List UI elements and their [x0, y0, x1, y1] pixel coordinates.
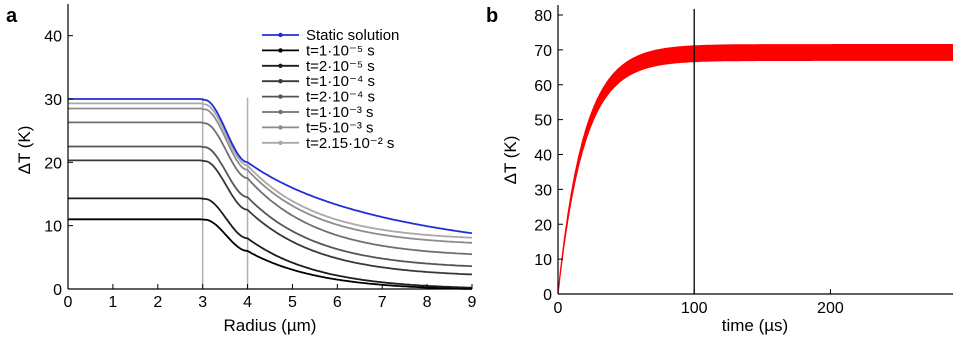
legend-label: t=2·10⁻⁴ s	[306, 89, 375, 106]
y-tick-label: 20	[534, 217, 552, 234]
x-tick-label: 200	[817, 300, 844, 317]
legend-label: t=1·10⁻⁴ s	[306, 73, 375, 90]
x-tick-label: 1	[108, 294, 117, 311]
legend-label: t=2.15·10⁻² s	[306, 135, 394, 152]
x-tick-label: 6	[333, 294, 342, 311]
y-tick-label: 40	[44, 29, 62, 46]
series-line	[68, 98, 473, 235]
series-line	[68, 145, 473, 268]
y-tick-label: 30	[44, 92, 62, 109]
x-tick-label: 7	[378, 294, 387, 311]
panel-b: b 0 100 200 0 10 20 30 40 50 60 70 80 time (µs) ΔT…	[486, 5, 953, 335]
panel-a-markers	[201, 97, 249, 289]
y-tick-label: 60	[534, 78, 552, 95]
x-tick-label: 8	[423, 294, 432, 311]
legend-marker	[278, 109, 283, 115]
x-tick-label: 4	[243, 294, 252, 311]
panel-b-series	[557, 43, 953, 295]
y-tick-label: 0	[53, 282, 62, 299]
series-line	[68, 218, 473, 290]
panel-b-x-ticks: 0 100 200	[554, 289, 844, 317]
series-line	[68, 121, 473, 256]
y-tick-label: 10	[44, 219, 62, 236]
x-tick-label: 5	[288, 294, 297, 311]
y-tick-label: 30	[534, 182, 552, 199]
legend-marker	[278, 125, 283, 130]
temperature-band	[557, 43, 953, 295]
y-tick-label: 70	[534, 43, 552, 60]
legend-marker	[278, 79, 283, 84]
series-line	[68, 107, 473, 244]
y-tick-label: 10	[534, 252, 552, 269]
panel-a-x-ticks: 0 1 2 3 4 5 6 7 8 9	[64, 284, 477, 311]
legend-marker	[278, 32, 283, 38]
x-tick-label: 0	[554, 300, 563, 317]
panel-b-y-label: ΔT (K)	[501, 136, 520, 185]
panel-b-y-ticks: 0 10 20 30 40 50 60 70 80	[534, 8, 563, 304]
legend-label: t=1·10⁻⁵ s	[306, 42, 375, 59]
x-tick-label: 2	[153, 294, 162, 311]
x-tick-label: 0	[64, 294, 73, 311]
y-tick-label: 40	[534, 148, 552, 165]
x-tick-label: 3	[198, 294, 207, 311]
legend-label: t=5·10⁻³ s	[306, 119, 374, 136]
panel-a-x-label: Radius (µm)	[224, 316, 317, 335]
panel-a-y-ticks: 0 10 20 30 40	[44, 29, 73, 299]
y-tick-label: 80	[534, 8, 552, 25]
panel-a-series	[68, 98, 473, 290]
series-line	[68, 102, 473, 239]
x-tick-label: 100	[681, 300, 708, 317]
legend-marker	[278, 140, 283, 145]
legend-label: t=1·10⁻³ s	[306, 104, 374, 121]
panel-b-x-label: time (µs)	[722, 316, 788, 335]
series-line	[68, 159, 473, 276]
y-tick-label: 0	[543, 287, 552, 304]
panel-a-label: a	[6, 5, 18, 27]
legend-label: Static solution	[306, 27, 399, 44]
legend-marker	[278, 94, 283, 99]
legend-marker	[278, 48, 283, 53]
panel-a: a 0 1 2 3 4 5 6 7 8 9 0 10 20 30 40 Radius (µm) ΔT (K…	[6, 4, 477, 335]
panel-a-y-label: ΔT (K)	[15, 126, 34, 175]
y-tick-label: 20	[44, 155, 62, 172]
series-line	[68, 197, 472, 289]
legend-label: t=2·10⁻⁵ s	[306, 58, 375, 75]
legend-marker	[278, 63, 283, 68]
y-tick-label: 50	[534, 113, 552, 130]
panel-b-label: b	[486, 5, 498, 27]
x-tick-label: 9	[468, 294, 477, 311]
